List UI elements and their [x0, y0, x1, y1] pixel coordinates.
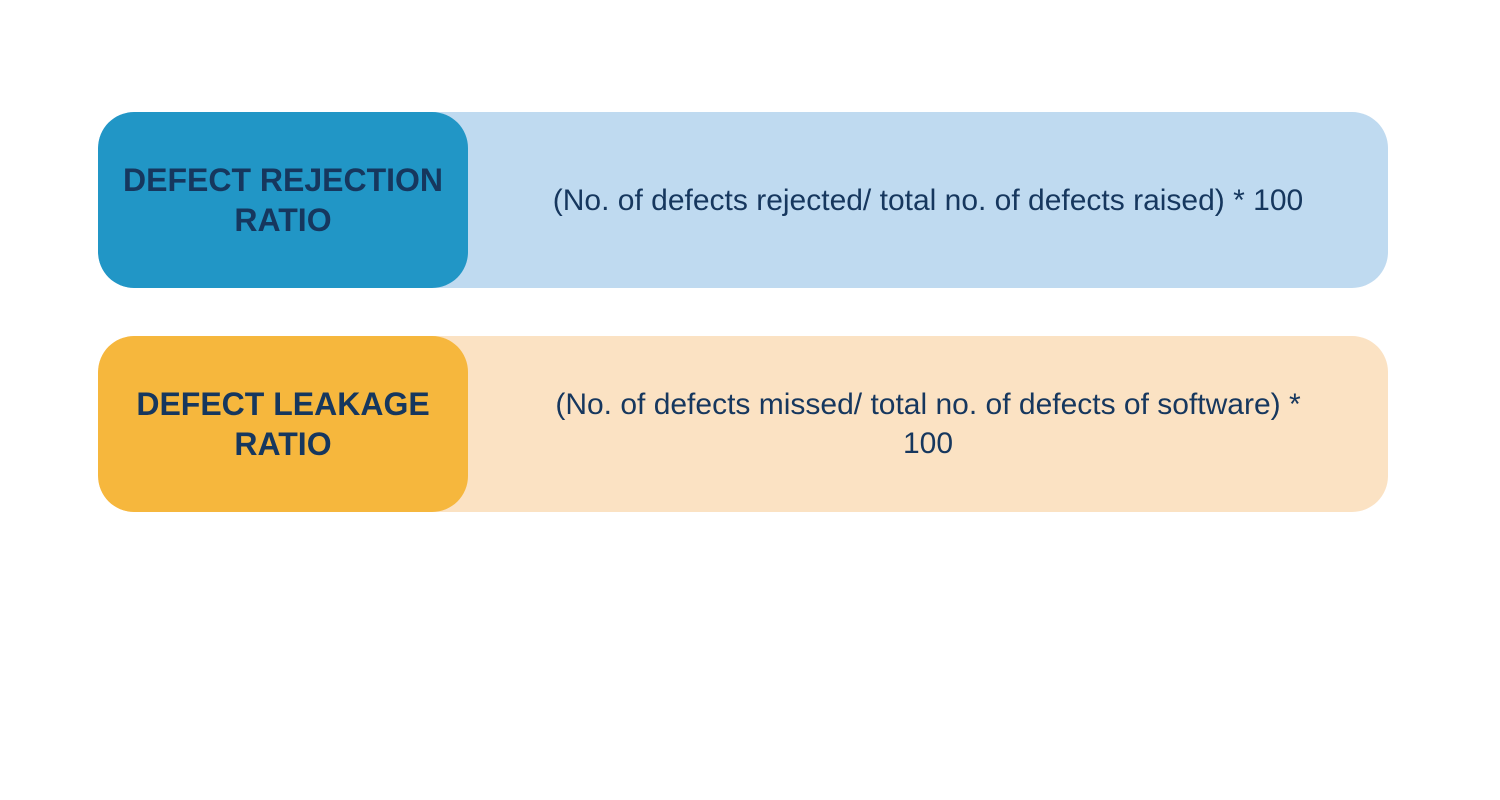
- row-defect-rejection: DEFECT REJECTION RATIO(No. of defects re…: [98, 112, 1388, 288]
- row-defect-leakage: DEFECT LEAKAGE RATIO(No. of defects miss…: [98, 336, 1388, 512]
- label-defect-leakage: DEFECT LEAKAGE RATIO: [98, 336, 468, 512]
- defect-ratio-infographic: DEFECT REJECTION RATIO(No. of defects re…: [98, 112, 1388, 560]
- label-defect-rejection: DEFECT REJECTION RATIO: [98, 112, 468, 288]
- formula-defect-leakage: (No. of defects missed/ total no. of def…: [468, 336, 1388, 512]
- formula-defect-rejection: (No. of defects rejected/ total no. of d…: [468, 112, 1388, 288]
